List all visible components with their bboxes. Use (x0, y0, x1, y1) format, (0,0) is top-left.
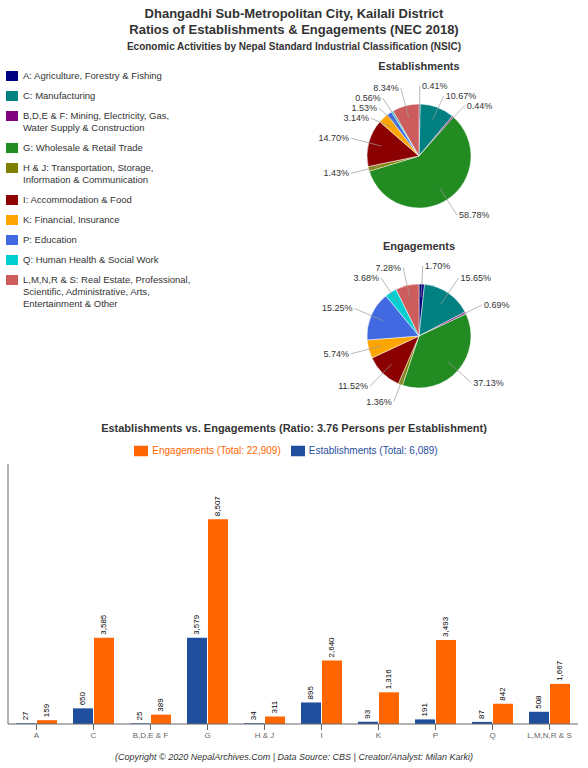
svg-text:5.74%: 5.74% (324, 349, 350, 359)
svg-text:311: 311 (270, 700, 279, 713)
svg-text:11.52%: 11.52% (338, 381, 368, 391)
svg-text:K: K (376, 731, 382, 740)
svg-text:Q: Q (489, 731, 495, 740)
svg-text:1.43%: 1.43% (323, 168, 349, 178)
svg-text:2,640: 2,640 (327, 637, 336, 658)
svg-text:1.53%: 1.53% (351, 103, 377, 113)
svg-text:37.13%: 37.13% (473, 378, 504, 388)
svg-text:15.25%: 15.25% (322, 303, 353, 313)
html-text:Engagements (Total: 22,909): Engagements (Total: 22,909) (152, 444, 281, 456)
svg-text:I: I (320, 731, 322, 740)
svg-text:1,667: 1,667 (555, 660, 564, 681)
html-text:G: Wholesale & Retail Trade: G: Wholesale & Retail Trade (23, 142, 143, 153)
svg-text:27: 27 (21, 711, 30, 720)
svg-text:10.67%: 10.67% (446, 91, 477, 101)
html-text:Establishments (Total: 6,089): Establishments (Total: 6,089) (308, 444, 438, 456)
svg-text:15.65%: 15.65% (461, 273, 492, 283)
svg-text:3.14%: 3.14% (343, 113, 369, 123)
html-text:P: Education: P: Education (23, 234, 77, 245)
svg-text:3,585: 3,585 (99, 614, 108, 635)
html-text:Establishments: Establishments (378, 60, 460, 72)
html-text:K: Financial, Insurance: K: Financial, Insurance (23, 214, 120, 225)
svg-text:B,D,E & F: B,D,E & F (133, 731, 169, 740)
html-text:L,M,N,R & S: Real Estate, Prof: L,M,N,R & S: Real Estate, Professional, … (23, 274, 191, 309)
svg-text:34: 34 (249, 711, 258, 720)
svg-text:P: P (433, 731, 438, 740)
svg-text:508: 508 (534, 695, 543, 709)
html-text:Q: Human Health & Social Work: Q: Human Health & Social Work (23, 254, 159, 265)
svg-text:1.36%: 1.36% (366, 397, 392, 407)
svg-text:93: 93 (363, 709, 372, 718)
svg-text:3.68%: 3.68% (353, 273, 379, 283)
svg-text:389: 389 (156, 698, 165, 712)
html-text:Engagements: Engagements (382, 240, 456, 252)
svg-text:G: G (204, 731, 210, 740)
svg-text:8,507: 8,507 (213, 496, 222, 517)
svg-text:A: A (34, 731, 40, 740)
html-text:Dhangadhi Sub-Metropolitan Cit: Dhangadhi Sub-Metropolitan City, Kailali… (144, 6, 444, 21)
svg-text:14.70%: 14.70% (319, 133, 350, 143)
svg-text:L,M,N,R & S: L,M,N,R & S (527, 731, 571, 740)
svg-text:H & J: H & J (255, 731, 275, 740)
html-text:C: Manufacturing: C: Manufacturing (23, 90, 96, 101)
svg-text:0.41%: 0.41% (422, 81, 448, 91)
svg-text:842: 842 (498, 687, 507, 701)
svg-text:191: 191 (420, 703, 429, 717)
svg-text:0.56%: 0.56% (355, 93, 381, 103)
svg-text:1,316: 1,316 (384, 669, 393, 690)
svg-text:159: 159 (42, 703, 51, 717)
svg-text:C: C (91, 731, 97, 740)
svg-text:0.44%: 0.44% (467, 101, 493, 111)
svg-text:0.69%: 0.69% (484, 300, 510, 310)
svg-text:25: 25 (135, 711, 144, 720)
svg-text:3,579: 3,579 (192, 614, 201, 635)
svg-text:1.70%: 1.70% (425, 261, 451, 271)
html-text:B,D,E & F: Mining, Electricity: B,D,E & F: Mining, Electricity, Gas, Wat… (23, 110, 170, 133)
html-text:A: Agriculture, Forestry & Fis: A: Agriculture, Forestry & Fishing (23, 70, 162, 81)
svg-text:3,493: 3,493 (441, 616, 450, 637)
html-text:H & J: Transportation, Storage: H & J: Transportation, Storage, Informat… (23, 162, 154, 185)
html-text:I: Accommodation & Food: I: Accommodation & Food (23, 194, 132, 205)
svg-text:895: 895 (306, 686, 315, 700)
html-text:Ratios of Establishments & Eng: Ratios of Establishments & Engagements (… (129, 22, 459, 37)
html-text:Economic Activities by Nepal S: Economic Activities by Nepal Standard In… (126, 41, 462, 52)
html-text:Establishments vs. Engagements: Establishments vs. Engagements (Ratio: 3… (101, 422, 487, 434)
svg-text:87: 87 (477, 709, 486, 718)
svg-text:8.34%: 8.34% (373, 83, 399, 93)
html-text:(Copyright © 2020 NepalArchive: (Copyright © 2020 NepalArchives.Com | Da… (115, 752, 473, 762)
svg-text:650: 650 (78, 691, 87, 705)
svg-text:7.28%: 7.28% (376, 263, 402, 273)
svg-text:58.78%: 58.78% (459, 210, 490, 220)
